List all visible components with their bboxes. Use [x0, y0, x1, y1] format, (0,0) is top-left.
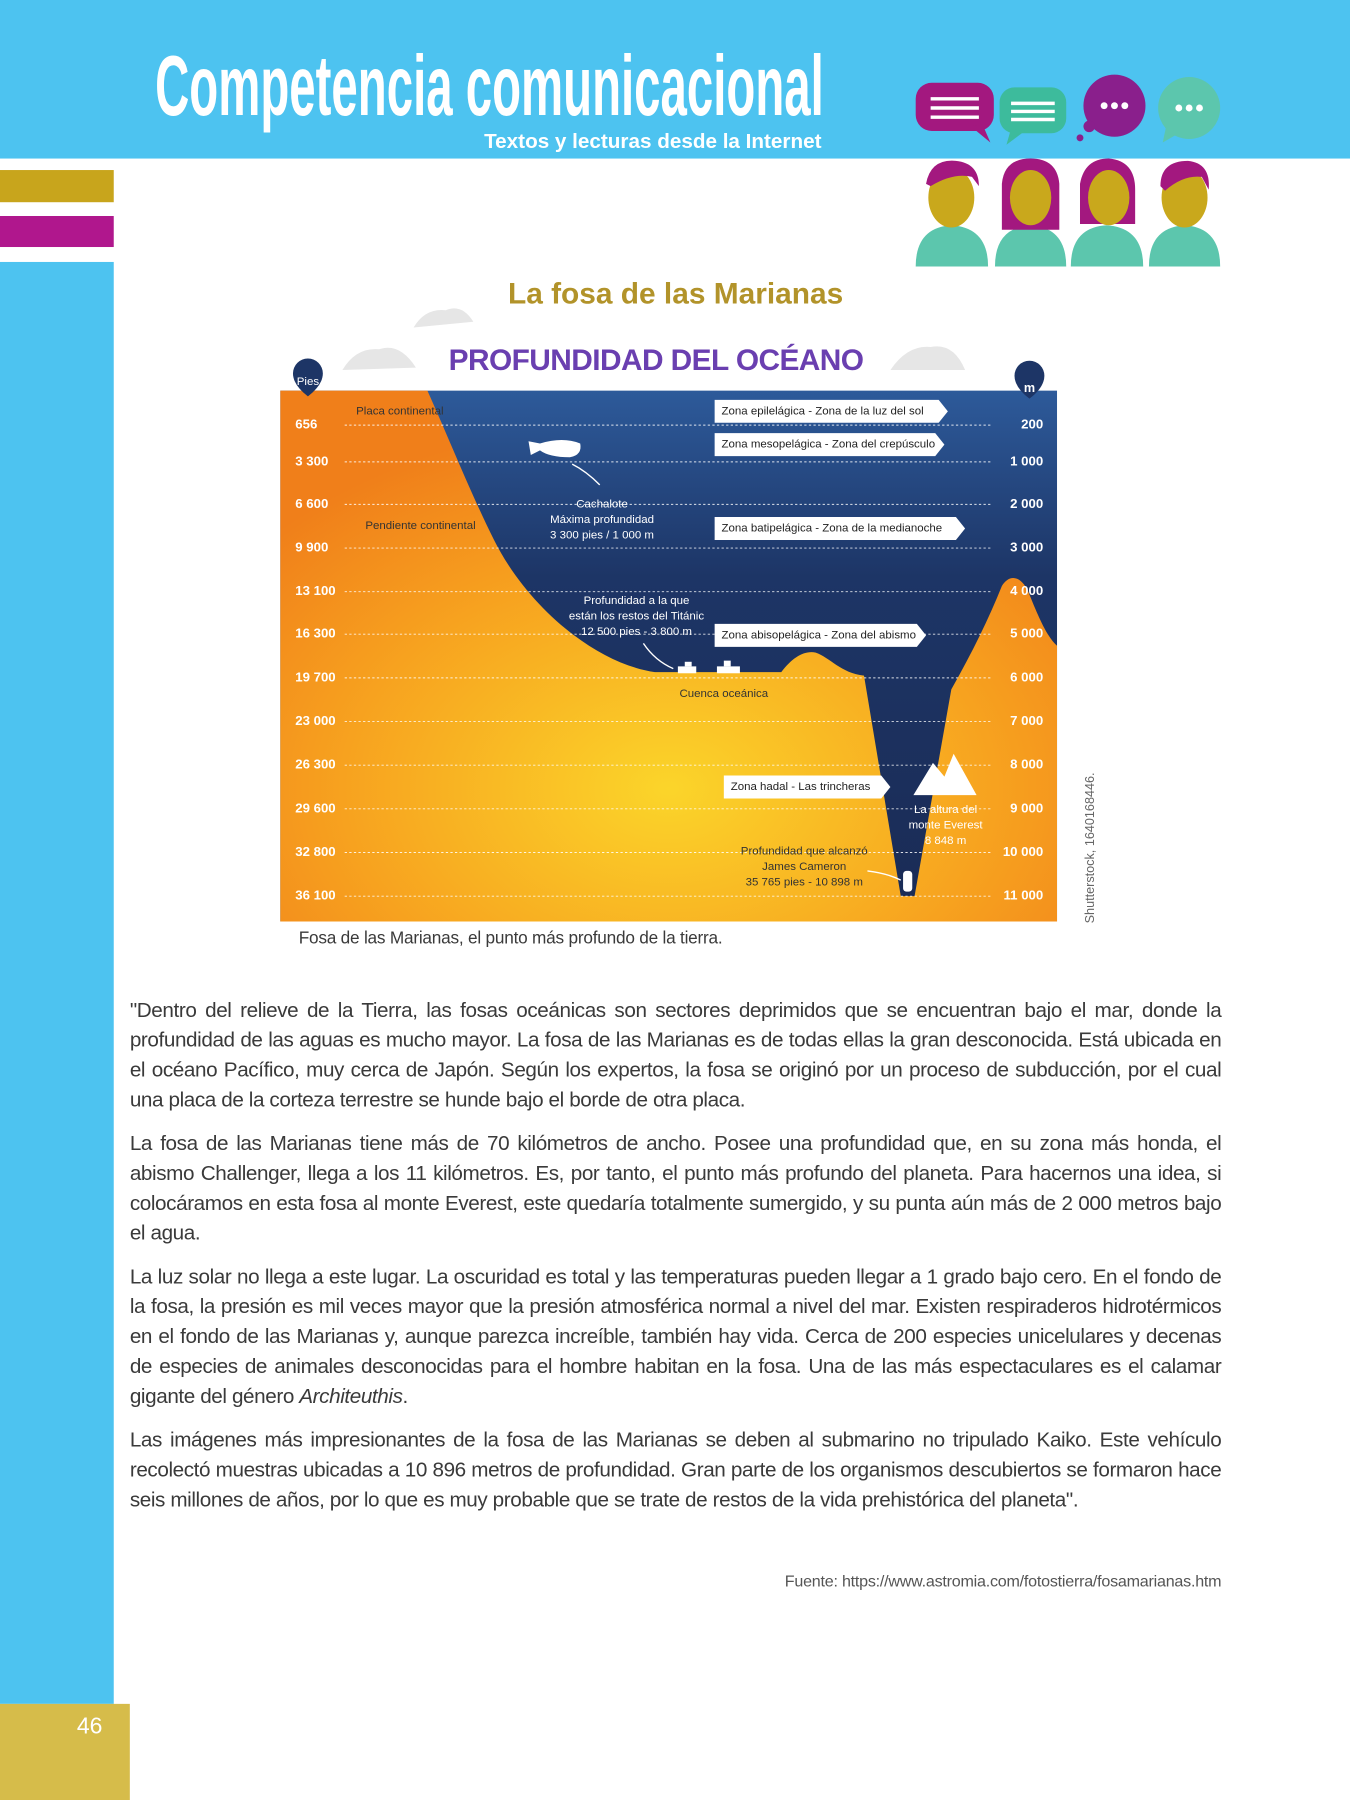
annotation-line: 8 848 m	[925, 835, 966, 847]
meter-label: 3 000	[1010, 540, 1043, 555]
annotations: Cachalote Máxima profundidad 3 300 pies / …	[550, 498, 983, 888]
source: Fuente: https://www.astromia.com/fotosti…	[784, 1571, 1222, 1591]
meter-label: 11 000	[1004, 888, 1044, 903]
annotation-line: monte Everest	[909, 820, 984, 832]
whale	[528, 440, 601, 486]
page-number: 46	[77, 1713, 103, 1739]
meter-label: 1 000	[1010, 453, 1043, 468]
feet-label: 19 700	[295, 669, 335, 684]
feet-label: 16 300	[295, 626, 335, 641]
header-subtitle: Textos y lecturas desde la Internet	[484, 130, 821, 153]
figure-caption: Fosa de las Marianas, el punto más profu…	[298, 928, 723, 948]
annotation-line: Profundidad que alcanzó	[741, 845, 868, 857]
infographic-heading: PROFUNDIDAD DEL OCÉANO	[449, 343, 864, 377]
zone-labels: Zona epilelágica - Zona de la luz del so…	[714, 399, 966, 799]
chat-icons	[915, 74, 1221, 145]
zone-label: Zona hadal - Las trincheras	[731, 781, 871, 793]
magenta-stripe	[0, 215, 114, 248]
meter-label: 5 000	[1010, 626, 1043, 641]
feet-label: 3 300	[295, 453, 328, 468]
infographic-title: La fosa de las Marianas	[508, 277, 843, 310]
paragraph: Las imágenes más impresionantes de la fo…	[129, 1425, 1222, 1515]
annotation-line: James Cameron	[762, 861, 846, 873]
annotation-line: 3 300 pies / 1 000 m	[550, 529, 654, 541]
paragraph-text: "Dentro del relieve de la Tierra, las fo…	[129, 998, 1222, 1112]
page-number-box	[0, 1703, 130, 1800]
feet-label: 26 300	[295, 757, 335, 772]
header-title: Competencia comunicacional	[155, 39, 824, 134]
meter-label: 4 000	[1010, 583, 1043, 598]
zone-box	[714, 433, 945, 457]
feet-label: 32 800	[295, 844, 335, 859]
feet-label: 23 000	[295, 713, 335, 728]
paragraph-text: Las imágenes más impresionantes de la fo…	[129, 1428, 1222, 1511]
feet-label: 29 600	[295, 800, 335, 815]
image-credit: Shutterstock, 1640168446.	[1083, 772, 1097, 923]
left-unit: Pies	[297, 376, 320, 388]
depth-scale: 656 200 3 300 1 000 6 600 2 000 9 900 3 000 13 1…	[295, 417, 1043, 903]
paragraph-text: La luz solar no llega a este lugar. La o…	[129, 1264, 1222, 1408]
meter-label: 10 000	[1003, 844, 1043, 859]
zone-box	[714, 517, 966, 540]
zone-box	[723, 775, 891, 799]
clouds	[342, 308, 966, 370]
annotation-line: están los restos del Titánic	[569, 610, 704, 622]
annotation-line: La altura del	[914, 804, 977, 816]
article-body: "Dentro del relieve de la Tierra, las fo…	[129, 995, 1222, 1528]
right-unit: m	[1024, 381, 1035, 395]
annotation-line: Cachalote	[576, 498, 628, 510]
zone-label: Zona epilelágica - Zona de la luz del so…	[722, 405, 924, 417]
meter-label: 9 000	[1010, 800, 1043, 815]
meter-label: 200	[1021, 417, 1043, 432]
zone-box	[714, 399, 948, 423]
meter-label: 8 000	[1010, 757, 1043, 772]
continental-slope: Pendiente continental	[365, 520, 475, 532]
zone-label: Zona abisopelágica - Zona del abismo	[722, 629, 916, 641]
everest-icon	[913, 753, 977, 796]
paragraph-end: .	[402, 1384, 409, 1408]
zone-box	[714, 623, 927, 647]
zone-label: Zona batipelágica - Zona de la medianoch…	[722, 523, 943, 535]
ocean-basin: Cuenca oceánica	[680, 688, 769, 700]
sidebar	[0, 261, 114, 1704]
titanic-wreck	[642, 643, 740, 674]
submarine	[867, 870, 913, 892]
annotation-line: Profundidad a la que	[584, 595, 690, 607]
pin	[1014, 360, 1045, 399]
paragraph: "Dentro del relieve de la Tierra, las fo…	[129, 995, 1222, 1114]
feet-label: 9 900	[295, 540, 328, 555]
gold-stripe	[0, 170, 114, 203]
annotation-line: Máxima profundidad	[550, 514, 654, 526]
people-icons	[915, 158, 1221, 267]
feet-label: 13 100	[295, 583, 335, 598]
feet-label: 36 100	[295, 888, 335, 903]
paragraph-text: La fosa de las Marianas tiene más de 70 …	[129, 1131, 1222, 1245]
paragraph: La luz solar no llega a este lugar. La o…	[129, 1262, 1222, 1411]
meter-label: 2 000	[1010, 496, 1043, 511]
paragraph: La fosa de las Marianas tiene más de 70 …	[129, 1128, 1222, 1247]
feet-label: 656	[295, 417, 317, 432]
annotation-line: 12 500 pies - 3 800 m	[581, 626, 692, 638]
meter-label: 7 000	[1010, 713, 1043, 728]
continental-plate: Placa continental	[356, 405, 443, 417]
pin	[292, 358, 323, 397]
zone-label: Zona mesopelágica - Zona del crepúsculo	[722, 439, 936, 451]
annotation-line: 35 765 pies - 10 898 m	[746, 876, 863, 888]
paragraph-italic: Architeuthis	[299, 1384, 403, 1408]
meter-label: 6 000	[1010, 669, 1043, 684]
feet-label: 6 600	[295, 496, 328, 511]
